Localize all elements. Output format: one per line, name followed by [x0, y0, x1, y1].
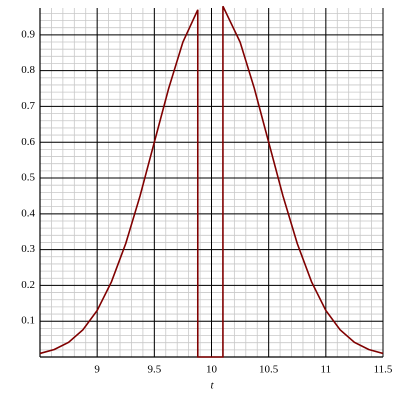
x-tick-label: 11.5 — [374, 364, 393, 376]
y-tick-label: 0.9 — [21, 28, 35, 40]
x-axis-label: t — [210, 380, 214, 392]
y-tick-label: 0.8 — [21, 64, 35, 76]
x-tick-label: 10 — [206, 364, 218, 376]
x-tick-label: 9.5 — [147, 364, 161, 376]
y-tick-label: 0.5 — [21, 172, 35, 184]
y-tick-label: 0.3 — [21, 243, 35, 255]
y-tick-label: 0.7 — [21, 100, 35, 112]
x-tick-label: 10.5 — [259, 364, 279, 376]
curve — [39, 5, 384, 358]
y-tick-label: 0.1 — [21, 315, 35, 327]
y-tick-label: 0.4 — [21, 207, 35, 219]
x-tick-label: 9 — [94, 364, 100, 376]
y-tick-label: 0.6 — [21, 136, 35, 148]
y-tick-label: 0.2 — [21, 279, 35, 291]
x-tick-label: 11 — [321, 364, 332, 376]
